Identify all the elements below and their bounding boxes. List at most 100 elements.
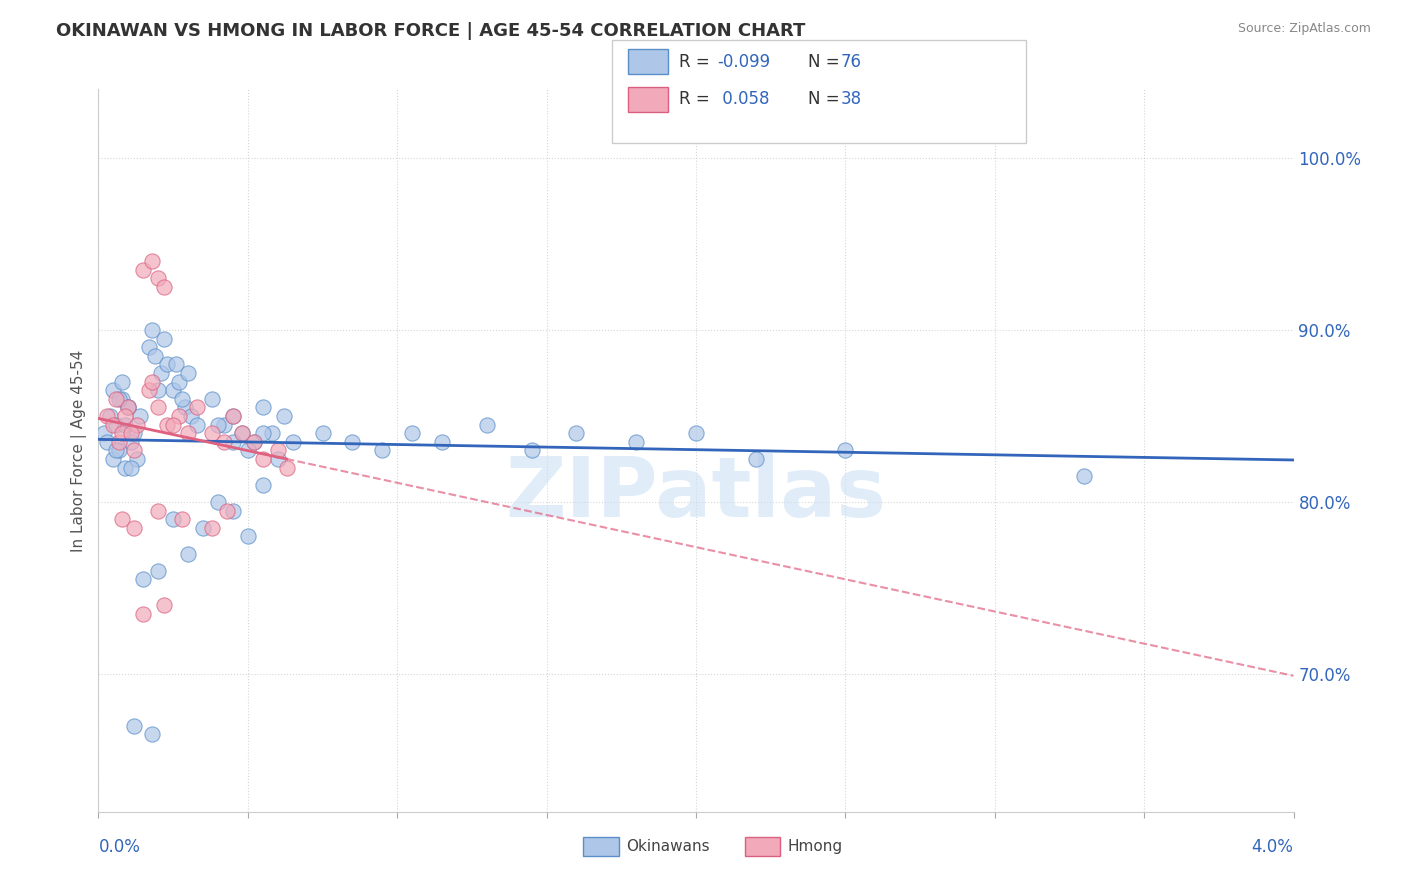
Text: R =: R = <box>679 53 716 70</box>
Point <box>162 384 184 398</box>
Point <box>111 426 134 441</box>
Point <box>148 564 170 578</box>
Point <box>172 392 194 406</box>
Point <box>124 443 146 458</box>
Point <box>252 478 274 492</box>
Point <box>93 426 115 441</box>
Point <box>475 417 498 432</box>
Text: Hmong: Hmong <box>787 839 842 854</box>
Point <box>162 512 184 526</box>
Point <box>167 375 190 389</box>
Point <box>141 323 163 337</box>
Point <box>201 521 224 535</box>
Point <box>105 392 128 406</box>
Point <box>212 417 235 432</box>
Point <box>103 384 125 398</box>
Point <box>267 443 290 458</box>
Point <box>165 358 187 372</box>
Point <box>114 409 136 423</box>
Point <box>626 434 648 449</box>
Point <box>111 512 134 526</box>
Point <box>520 443 543 458</box>
Point <box>243 434 266 449</box>
Point <box>148 271 170 285</box>
Text: OKINAWAN VS HMONG IN LABOR FORCE | AGE 45-54 CORRELATION CHART: OKINAWAN VS HMONG IN LABOR FORCE | AGE 4… <box>56 22 806 40</box>
Point <box>153 280 176 294</box>
Point <box>172 512 194 526</box>
Point <box>191 521 214 535</box>
Y-axis label: In Labor Force | Age 45-54: In Labor Force | Age 45-54 <box>70 350 87 551</box>
Point <box>174 401 197 415</box>
Point <box>201 392 224 406</box>
Point <box>153 599 176 613</box>
Point <box>834 443 856 458</box>
Point <box>252 452 274 467</box>
Text: R =: R = <box>679 90 716 108</box>
Point <box>138 384 160 398</box>
Point <box>276 460 298 475</box>
Point <box>120 434 142 449</box>
Point <box>103 417 125 432</box>
Point <box>117 401 139 415</box>
Text: 38: 38 <box>841 90 862 108</box>
Point <box>141 254 163 268</box>
Point <box>141 375 163 389</box>
Point <box>132 262 155 277</box>
Point <box>141 727 163 741</box>
Text: 0.058: 0.058 <box>717 90 769 108</box>
Point <box>201 426 224 441</box>
Point <box>565 426 588 441</box>
Point <box>177 366 200 380</box>
Point <box>148 384 170 398</box>
Point <box>273 409 295 423</box>
Point <box>114 460 136 475</box>
Point <box>222 409 245 423</box>
Text: ZIPatlas: ZIPatlas <box>506 453 886 534</box>
Point <box>120 460 142 475</box>
Point <box>167 409 190 423</box>
Text: Source: ZipAtlas.com: Source: ZipAtlas.com <box>1237 22 1371 36</box>
Point <box>260 426 283 441</box>
Point <box>124 426 146 441</box>
Point <box>138 340 160 354</box>
Text: 76: 76 <box>841 53 862 70</box>
Point <box>108 434 131 449</box>
Point <box>156 358 179 372</box>
Point <box>127 417 149 432</box>
Point <box>243 434 266 449</box>
Point <box>96 434 118 449</box>
Point <box>401 426 423 441</box>
Point <box>150 366 173 380</box>
Point <box>222 434 245 449</box>
Point <box>252 401 274 415</box>
Point <box>156 417 179 432</box>
Point <box>124 719 146 733</box>
Point <box>212 434 235 449</box>
Point <box>311 426 333 441</box>
Point <box>148 503 170 517</box>
Point <box>267 452 290 467</box>
Point <box>745 452 768 467</box>
Point <box>177 426 200 441</box>
Point <box>143 349 166 363</box>
Point <box>98 409 122 423</box>
Point <box>162 417 184 432</box>
Text: N =: N = <box>808 90 845 108</box>
Text: 4.0%: 4.0% <box>1251 838 1294 855</box>
Point <box>108 392 131 406</box>
Point <box>231 426 253 441</box>
Point <box>114 417 136 432</box>
Point <box>342 434 364 449</box>
Point <box>685 426 707 441</box>
Point <box>111 392 134 406</box>
Point <box>371 443 394 458</box>
Point <box>129 409 152 423</box>
Point <box>153 332 176 346</box>
Point <box>215 503 238 517</box>
Point <box>96 409 118 423</box>
Point <box>430 434 453 449</box>
Point <box>236 443 259 458</box>
Point <box>105 443 128 458</box>
Point <box>207 495 229 509</box>
Text: 0.0%: 0.0% <box>98 838 141 855</box>
